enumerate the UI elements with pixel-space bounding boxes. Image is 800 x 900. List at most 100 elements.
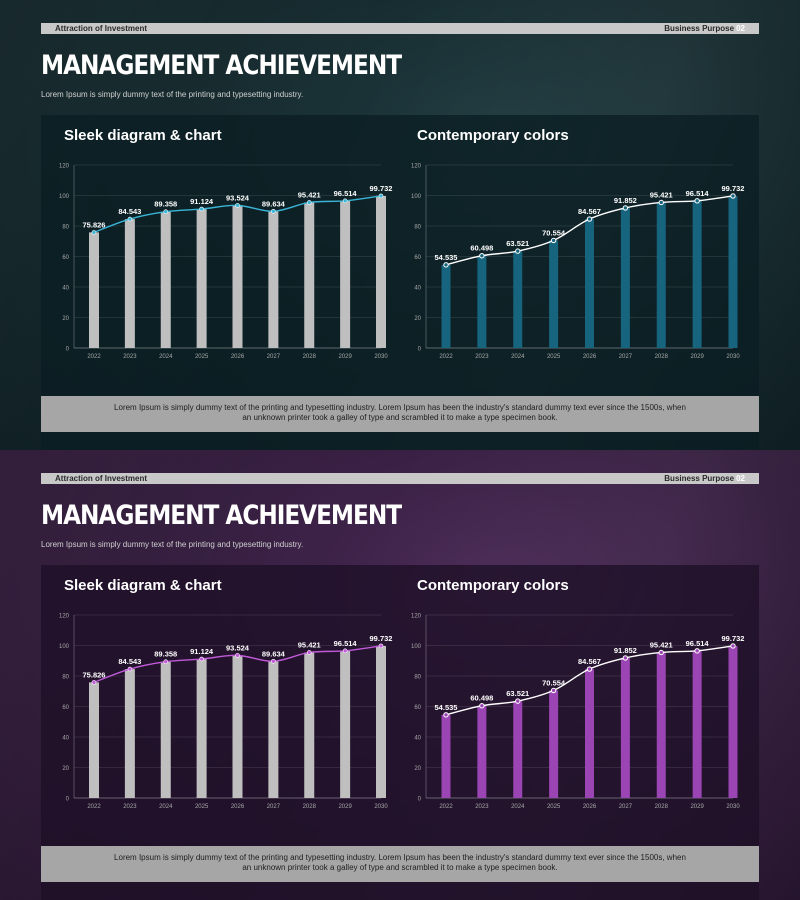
data-label: 84.543 bbox=[118, 657, 141, 666]
header-right-label: Business Purpose 02 bbox=[664, 473, 745, 484]
y-tick-label: 40 bbox=[414, 286, 421, 292]
footer-text-box: Lorem Ipsum is simply dummy text of the … bbox=[41, 846, 759, 882]
x-tick-label: 2022 bbox=[87, 354, 101, 360]
bar bbox=[124, 219, 135, 348]
line-point bbox=[586, 216, 593, 222]
x-tick-label: 2027 bbox=[267, 354, 281, 360]
y-tick-label: 0 bbox=[66, 347, 70, 353]
bar bbox=[728, 195, 738, 348]
x-tick-label: 2023 bbox=[475, 354, 489, 360]
line-point bbox=[91, 230, 97, 235]
data-label: 96.514 bbox=[334, 639, 358, 648]
data-label: 96.514 bbox=[686, 639, 710, 648]
x-tick-label: 2023 bbox=[475, 804, 489, 810]
x-tick-label: 2026 bbox=[231, 804, 245, 810]
x-tick-label: 2030 bbox=[726, 354, 740, 360]
chart-title-left: Sleek diagram & chart bbox=[64, 127, 222, 144]
bar bbox=[585, 219, 594, 348]
bar bbox=[196, 659, 207, 798]
chart-title-right: Contemporary colors bbox=[417, 127, 569, 144]
x-tick-label: 2030 bbox=[726, 804, 740, 810]
data-label: 95.421 bbox=[650, 190, 673, 199]
bar bbox=[441, 714, 451, 798]
bar bbox=[89, 682, 99, 798]
data-label: 60.498 bbox=[470, 694, 493, 703]
bar bbox=[692, 200, 702, 348]
bar bbox=[304, 652, 315, 798]
x-tick-label: 2026 bbox=[231, 354, 245, 360]
data-label: 99.732 bbox=[370, 184, 393, 193]
data-label: 54.535 bbox=[435, 703, 458, 712]
bar bbox=[268, 211, 279, 348]
data-label: 93.524 bbox=[226, 643, 250, 652]
page-title: MANAGEMENT ACHIEVEMENT bbox=[41, 500, 402, 531]
line-point bbox=[586, 666, 593, 672]
x-tick-label: 2029 bbox=[338, 354, 352, 360]
x-tick-label: 2027 bbox=[267, 804, 281, 810]
data-label: 63.521 bbox=[506, 689, 529, 698]
header-left-label: Attraction of Investment bbox=[55, 24, 148, 33]
data-label: 91.124 bbox=[190, 197, 214, 206]
data-label: 91.852 bbox=[614, 646, 637, 655]
chart-title-left: Sleek diagram & chart bbox=[64, 577, 222, 594]
bar bbox=[160, 211, 171, 348]
x-tick-label: 2022 bbox=[439, 804, 453, 810]
y-tick-label: 40 bbox=[62, 736, 69, 742]
data-label: 84.543 bbox=[118, 207, 141, 216]
x-tick-label: 2022 bbox=[439, 354, 453, 360]
header-right-label: Business Purpose 02 bbox=[664, 23, 745, 34]
bar bbox=[124, 669, 135, 798]
bar bbox=[477, 255, 487, 348]
data-label: 99.732 bbox=[722, 634, 745, 643]
line-point bbox=[658, 199, 664, 206]
line-point bbox=[515, 248, 521, 254]
x-tick-label: 2025 bbox=[547, 354, 561, 360]
line-point bbox=[235, 203, 240, 208]
line-point bbox=[658, 649, 664, 656]
x-tick-label: 2023 bbox=[123, 354, 137, 360]
line-point bbox=[306, 200, 312, 205]
bar bbox=[585, 669, 594, 798]
bar bbox=[620, 207, 630, 348]
y-tick-label: 40 bbox=[414, 736, 421, 742]
bar bbox=[376, 195, 386, 348]
data-label: 95.421 bbox=[298, 640, 321, 649]
header-bar: Attraction of Investment Business Purpos… bbox=[41, 23, 759, 34]
line-point bbox=[199, 656, 204, 662]
y-tick-label: 60 bbox=[414, 255, 421, 261]
page-title: MANAGEMENT ACHIEVEMENT bbox=[41, 50, 402, 81]
y-tick-label: 0 bbox=[418, 347, 422, 353]
data-label: 75.826 bbox=[83, 670, 106, 679]
data-label: 96.514 bbox=[334, 189, 358, 198]
line-point bbox=[163, 209, 169, 215]
line-point bbox=[515, 698, 521, 704]
x-tick-label: 2028 bbox=[655, 804, 669, 810]
data-label: 91.124 bbox=[190, 647, 214, 656]
x-tick-label: 2028 bbox=[655, 354, 669, 360]
bar bbox=[656, 652, 666, 798]
line-point bbox=[163, 659, 169, 665]
line-point bbox=[622, 655, 629, 661]
line-point bbox=[271, 659, 276, 664]
y-tick-label: 20 bbox=[62, 766, 69, 772]
y-tick-label: 60 bbox=[62, 255, 69, 261]
x-tick-label: 2024 bbox=[511, 804, 525, 810]
x-tick-label: 2027 bbox=[619, 354, 633, 360]
chart-right: 0 20 40 60 80 100 120 2022 2023 2024 2025 2026 2027 2… bbox=[411, 164, 745, 361]
line-point bbox=[443, 262, 449, 268]
bar bbox=[513, 701, 523, 798]
x-tick-label: 2025 bbox=[195, 354, 209, 360]
y-tick-label: 120 bbox=[411, 614, 422, 620]
footer-line-2: an unknown printer took a galley of type… bbox=[242, 413, 558, 422]
data-label: 95.421 bbox=[298, 190, 321, 199]
charts-panel: Sleek diagram & chart Contemporary color… bbox=[41, 115, 759, 450]
y-tick-label: 20 bbox=[414, 316, 421, 322]
line-point bbox=[550, 237, 557, 244]
bar bbox=[268, 661, 279, 798]
y-tick-label: 120 bbox=[411, 164, 422, 170]
data-label: 75.826 bbox=[83, 220, 106, 229]
y-tick-label: 100 bbox=[411, 194, 422, 200]
line-point bbox=[730, 643, 736, 649]
line-point bbox=[342, 198, 348, 204]
data-label: 99.732 bbox=[722, 184, 745, 193]
